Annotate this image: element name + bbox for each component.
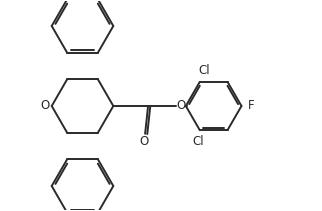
Text: O: O (40, 100, 49, 112)
Text: O: O (139, 135, 149, 148)
Text: F: F (248, 100, 255, 112)
Text: Cl: Cl (192, 135, 204, 147)
Text: Cl: Cl (198, 65, 210, 77)
Text: O: O (177, 100, 186, 112)
